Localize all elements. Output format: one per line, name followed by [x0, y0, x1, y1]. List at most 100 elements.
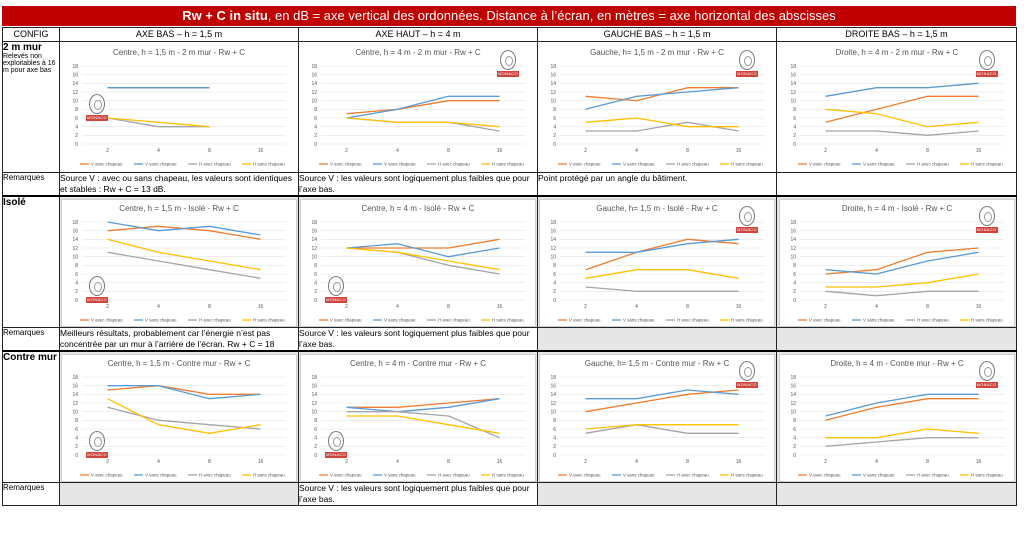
- y-tick-label: 0: [75, 453, 78, 459]
- seal-text: MONACO: [326, 452, 346, 457]
- header-row: CONFIG AXE BAS – h = 1,5 m AXE HAUT – h …: [2, 27, 1017, 42]
- legend-label: V sans chapeau: [384, 162, 416, 167]
- legend-label: H sans chapeau: [253, 318, 285, 323]
- y-tick-label: 16: [550, 228, 556, 234]
- y-tick-label: 16: [72, 383, 78, 389]
- legend-label: H avec chapeau: [199, 473, 231, 478]
- chart-svg: 0 2 4 6 8 10 12 14 16 18 2 4 8 16 Centre, h = 1,5 m - …: [72, 48, 286, 167]
- certification-seal: MONACO: [975, 206, 998, 240]
- y-tick-label: 10: [311, 98, 317, 104]
- chart-title: Droite, h = 4 m - Contre mur - Rw + C: [830, 359, 964, 368]
- x-tick-label: 8: [447, 459, 450, 465]
- y-tick-label: 0: [75, 142, 78, 148]
- x-tick-label: 4: [396, 304, 399, 310]
- series-line-h-sans-chapeau: [346, 117, 500, 128]
- legend-label: V sans chapeau: [623, 162, 655, 167]
- series-line-v-sans-chapeau: [585, 87, 739, 110]
- x-tick-label: 2: [824, 459, 827, 465]
- series-line-h-avec-chapeau: [825, 130, 979, 136]
- chart-gauche-bas-isole: 0 2 4 6 8 10 12 14 16 18 2 4 8 16 Gauche, h= 1,5 m - I…: [539, 199, 775, 327]
- x-tick-label: 8: [686, 304, 689, 310]
- x-tick-label: 4: [635, 148, 638, 154]
- legend-label: V sans chapeau: [145, 318, 177, 323]
- y-tick-label: 18: [311, 375, 317, 381]
- legend-label: H avec chapeau: [917, 473, 949, 478]
- col-header-config: CONFIG: [2, 27, 60, 42]
- series-line-h-avec-chapeau: [107, 117, 210, 128]
- chart-title: Gauche, h= 1,5 m - 2 m mur - Rw + C: [590, 48, 724, 57]
- chart-centre-haut-2m-mur: 0 2 4 6 8 10 12 14 16 18 2 4 8 16 Centre, h = 4 m - 2 …: [301, 44, 535, 170]
- y-tick-label: 6: [75, 116, 78, 122]
- y-tick-label: 4: [793, 435, 796, 441]
- certification-seal: MONACO: [736, 206, 758, 240]
- series-line-h-sans-chapeau: [825, 428, 979, 439]
- y-tick-label: 18: [550, 64, 556, 70]
- series-line-h-sans-chapeau: [585, 117, 739, 128]
- y-tick-label: 18: [550, 220, 556, 226]
- y-tick-label: 0: [553, 298, 556, 304]
- legend-label: H avec chapeau: [917, 162, 949, 167]
- x-tick-label: 16: [258, 459, 264, 465]
- y-tick-label: 14: [550, 392, 556, 398]
- y-tick-label: 4: [314, 124, 317, 130]
- y-tick-label: 16: [790, 72, 796, 78]
- seal-text: MONACO: [976, 71, 997, 76]
- series-line-h-sans-chapeau: [825, 273, 979, 288]
- y-tick-label: 6: [75, 427, 78, 433]
- series-line-v-avec-chapeau: [346, 398, 500, 408]
- x-tick-label: 8: [686, 459, 689, 465]
- y-tick-label: 2: [314, 289, 317, 295]
- y-tick-label: 6: [793, 427, 796, 433]
- legend-label: V avec chapeau: [809, 162, 841, 167]
- y-tick-label: 10: [550, 409, 556, 415]
- chart-gauche-bas-2m-mur: 0 2 4 6 8 10 12 14 16 18 2 4 8 16 Gauche, h= 1,5 m - 2…: [540, 44, 774, 170]
- seal-text: MONACO: [326, 297, 346, 302]
- seal-text: MONACO: [976, 382, 997, 387]
- y-tick-label: 18: [72, 220, 78, 226]
- legend-label: V sans chapeau: [145, 162, 177, 167]
- x-tick-label: 4: [635, 459, 638, 465]
- y-tick-label: 4: [314, 435, 317, 441]
- series-line-v-sans-chapeau: [346, 243, 500, 258]
- y-tick-label: 2: [314, 133, 317, 139]
- legend-label: V sans chapeau: [863, 318, 895, 323]
- chart-svg: 0 2 4 6 8 10 12 14 16 18 2 4 8 16 Droite, h = 4 m - 2 …: [790, 48, 1004, 167]
- x-tick-label: 2: [824, 148, 827, 154]
- y-tick-label: 14: [311, 237, 317, 243]
- remark-cell: [537, 482, 777, 506]
- y-tick-label: 6: [314, 427, 317, 433]
- x-tick-label: 4: [157, 148, 160, 154]
- chart-cell: 0 2 4 6 8 10 12 14 16 18 2 4 8 16 Gauche, h= 1,5 m - 2…: [537, 41, 777, 173]
- title-rest: , en dB = axe vertical des ordonnées. Di…: [267, 8, 836, 23]
- x-tick-label: 8: [447, 304, 450, 310]
- y-tick-label: 16: [311, 72, 317, 78]
- x-tick-label: 16: [975, 304, 981, 310]
- remark-cell: [776, 327, 1017, 352]
- y-tick-label: 6: [75, 272, 78, 278]
- y-tick-label: 14: [790, 81, 796, 87]
- y-tick-label: 0: [75, 298, 78, 304]
- legend-label: H avec chapeau: [677, 473, 709, 478]
- seal-text: MONACO: [498, 71, 518, 76]
- chart-title: Gauche, h= 1,5 m - Contre mur - Rw + C: [585, 359, 730, 368]
- series-line-v-sans-chapeau: [585, 389, 739, 400]
- legend-label: H sans chapeau: [731, 162, 763, 167]
- chart-svg: 0 2 4 6 8 10 12 14 16 18 2 4 8 16 Centre, h = 4 m - Co…: [311, 359, 525, 478]
- y-tick-label: 4: [314, 280, 317, 286]
- y-tick-label: 8: [75, 107, 78, 113]
- series-line-h-sans-chapeau: [585, 424, 739, 430]
- remarks-row-contre-mur: Remarques Source V : les valeurs sont lo…: [2, 482, 1017, 506]
- series-line-h-avec-chapeau: [346, 411, 500, 439]
- chart-svg: 0 2 4 6 8 10 12 14 16 18 2 4 8 16 Centre, h = 4 m - 2 …: [311, 48, 525, 167]
- legend-label: H sans chapeau: [253, 473, 285, 478]
- series-line-v-sans-chapeau: [824, 393, 978, 417]
- series-line-h-sans-chapeau: [107, 398, 261, 434]
- y-tick-label: 4: [75, 280, 78, 286]
- chart-droite-bas-isole: 0 2 4 6 8 10 12 14 16 18 2 4 8 16 Droite, h = 4 m - Is…: [778, 199, 1015, 327]
- y-tick-label: 14: [790, 392, 796, 398]
- results-table: CONFIG AXE BAS – h = 1,5 m AXE HAUT – h …: [2, 27, 1017, 506]
- legend-label: H sans chapeau: [253, 162, 285, 167]
- y-tick-label: 18: [72, 375, 78, 381]
- y-tick-label: 16: [311, 228, 317, 234]
- legend-label: V sans chapeau: [623, 318, 655, 323]
